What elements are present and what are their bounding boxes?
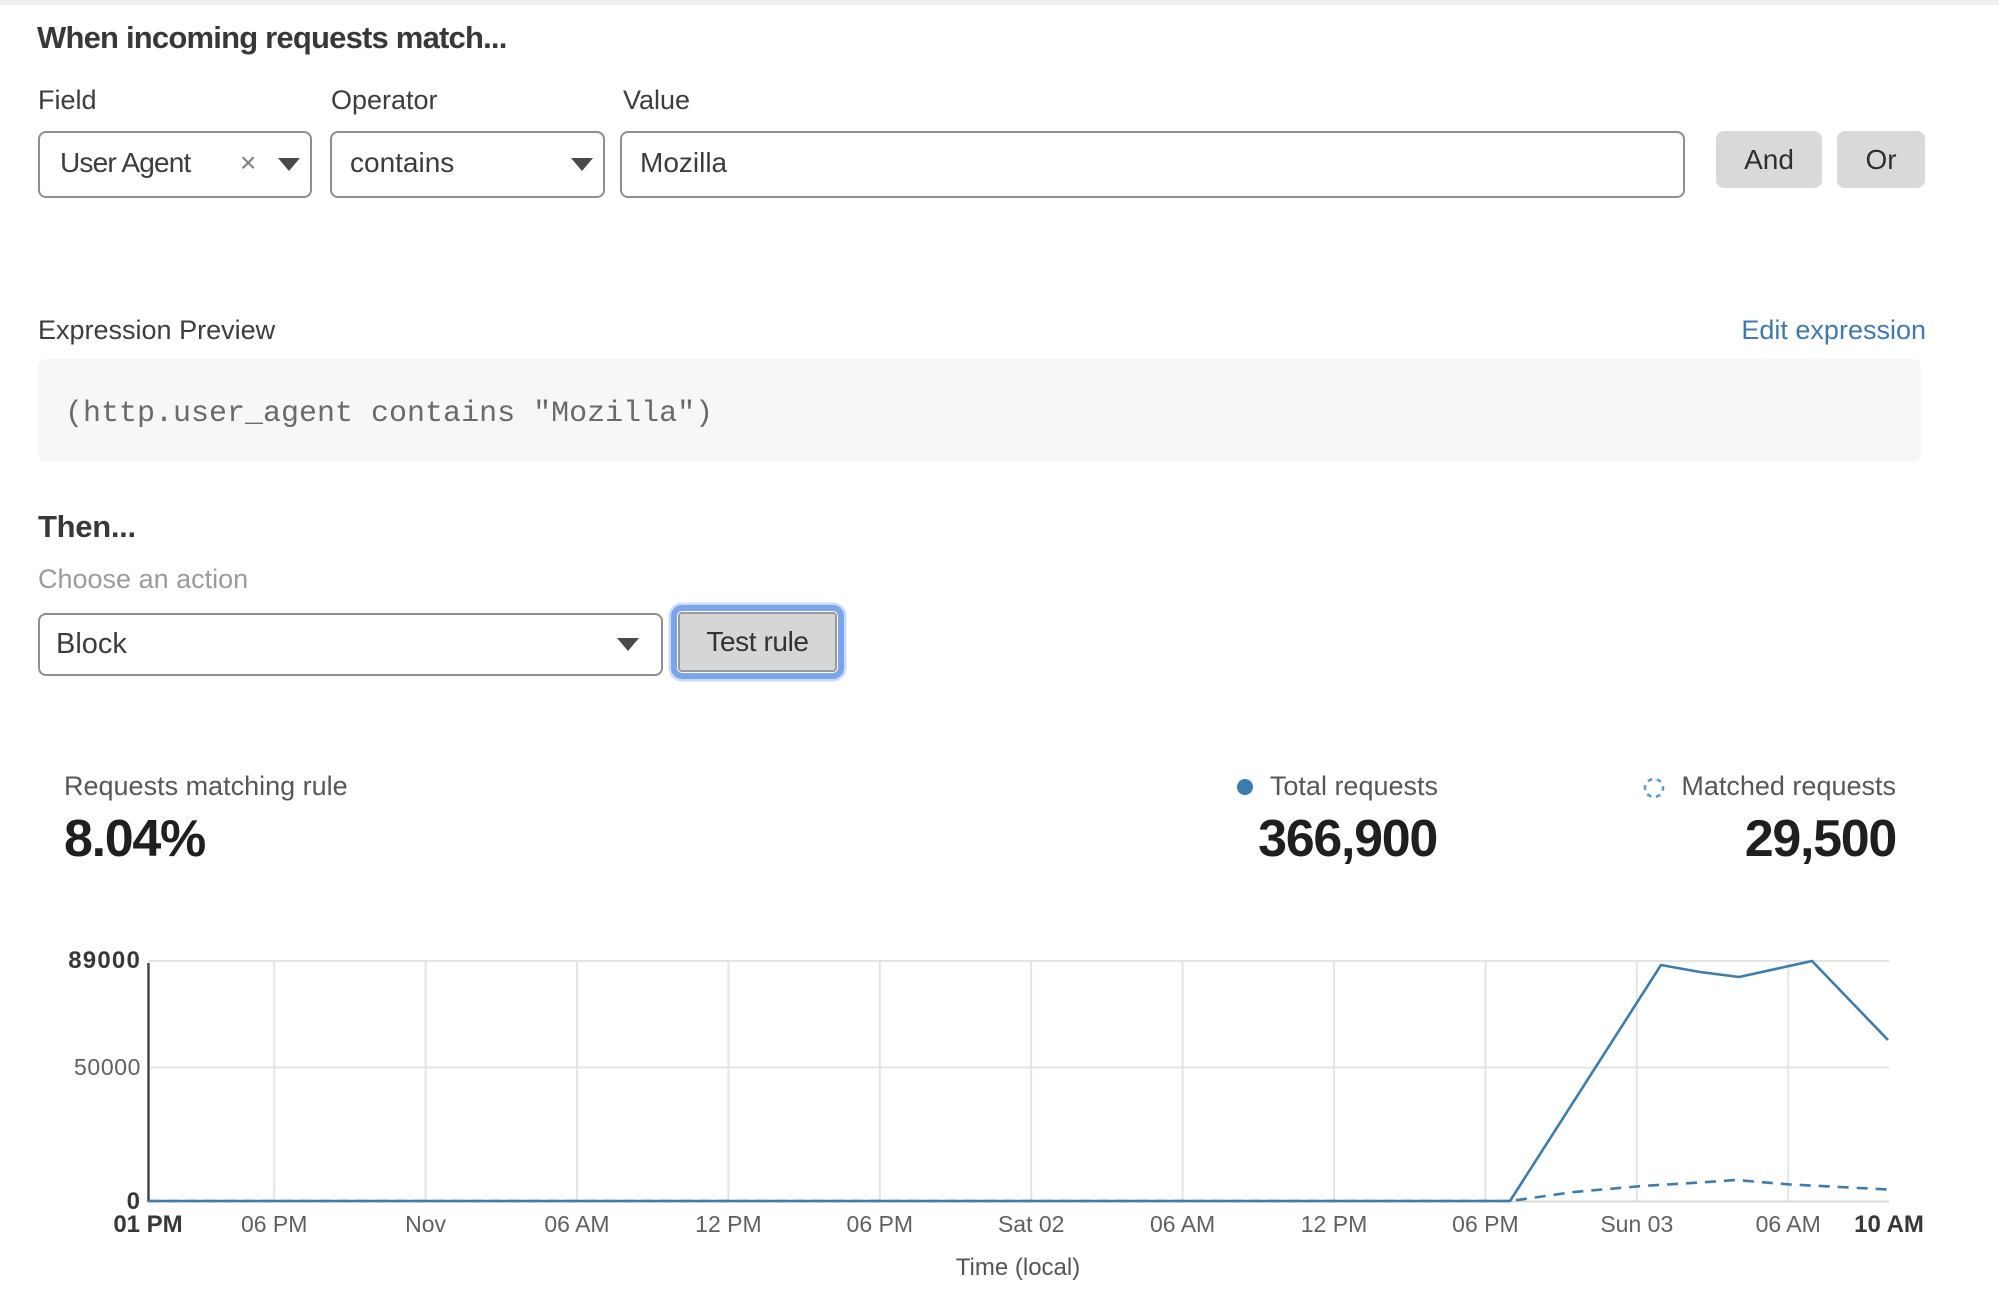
svg-text:01 PM: 01 PM	[113, 1211, 182, 1238]
svg-text:06 PM: 06 PM	[1452, 1211, 1518, 1237]
svg-text:06 PM: 06 PM	[847, 1211, 913, 1237]
svg-text:12 PM: 12 PM	[695, 1211, 761, 1237]
svg-text:Time (local): Time (local)	[956, 1254, 1080, 1281]
svg-text:06 AM: 06 AM	[1756, 1211, 1821, 1237]
svg-text:12 PM: 12 PM	[1301, 1211, 1367, 1237]
svg-text:06 AM: 06 AM	[1150, 1211, 1215, 1237]
svg-text:10 AM: 10 AM	[1854, 1211, 1924, 1238]
svg-text:Sun 03: Sun 03	[1600, 1211, 1673, 1237]
svg-text:06 AM: 06 AM	[544, 1211, 609, 1237]
svg-text:89000: 89000	[68, 947, 141, 974]
svg-text:0: 0	[127, 1188, 140, 1215]
svg-text:Sat 02: Sat 02	[998, 1211, 1065, 1237]
svg-text:50000: 50000	[74, 1054, 141, 1080]
svg-text:06 PM: 06 PM	[241, 1211, 307, 1237]
svg-text:Nov: Nov	[405, 1211, 446, 1237]
